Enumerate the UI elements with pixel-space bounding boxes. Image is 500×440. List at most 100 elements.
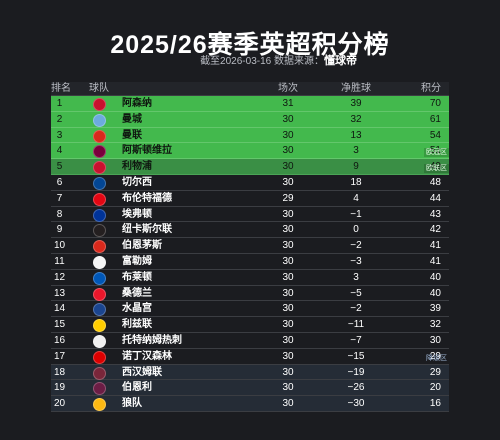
rank-cell: 8 [56, 208, 63, 220]
points-cell: 20 [429, 382, 441, 394]
team-name: 埃弗顿 [122, 208, 152, 220]
played-cell: 30 [282, 161, 294, 173]
team-name: 布莱顿 [122, 271, 152, 283]
goal-difference-cell: 0 [353, 224, 359, 236]
header-played: 场次 [278, 83, 298, 94]
team-name: 富勒姆 [122, 255, 152, 267]
team-name: 切尔西 [122, 176, 152, 188]
team-name: 纽卡斯尔联 [122, 224, 172, 236]
goal-difference-cell: −15 [347, 350, 365, 362]
rank-cell: 15 [53, 319, 66, 331]
points-cell: 16 [429, 398, 441, 410]
zone-label-uel: 欧联区 [424, 163, 449, 173]
table-row: 16 托特纳姆热刺 30 −7 30 [51, 333, 449, 349]
goal-difference-cell: 3 [353, 271, 359, 283]
played-cell: 30 [282, 350, 294, 362]
goal-difference-cell: 39 [350, 98, 362, 109]
team-crest-icon [93, 287, 106, 301]
points-cell: 48 [429, 176, 441, 188]
played-cell: 30 [282, 334, 294, 346]
team-name: 狼队 [122, 398, 142, 410]
team-crest-icon [93, 224, 106, 238]
goal-difference-cell: 9 [353, 161, 359, 173]
team-name: 诺丁汉森林 [122, 350, 172, 362]
goal-difference-cell: 3 [353, 145, 359, 157]
team-crest-icon [93, 271, 106, 285]
points-cell: 43 [429, 208, 441, 220]
rank-cell: 18 [53, 366, 66, 378]
played-cell: 30 [282, 366, 294, 378]
rank-cell: 19 [53, 382, 66, 394]
team-crest-icon [93, 192, 106, 206]
table-header: 排名 球队 场次 净胜球 积分 [51, 82, 449, 96]
table-row: 1 阿森纳 31 39 70 [51, 96, 449, 112]
rank-cell: 4 [56, 145, 63, 157]
page-title: 2025/26赛季英超积分榜 [110, 31, 390, 59]
rank-cell: 10 [53, 240, 66, 252]
table-row: 12 布莱顿 30 3 40 [51, 270, 449, 286]
zone-label-relegation: 降级区 [426, 354, 447, 362]
points-cell: 54 [429, 129, 441, 141]
team-crest-icon [93, 350, 106, 364]
team-crest-icon [93, 398, 106, 412]
team-name: 利物浦 [122, 161, 152, 173]
team-crest-icon [93, 255, 106, 269]
played-cell: 30 [282, 303, 294, 315]
header-points: 积分 [421, 83, 441, 94]
played-cell: 30 [282, 240, 294, 252]
table-row: 2 曼城 30 32 61 [51, 111, 449, 128]
team-crest-icon [93, 161, 106, 175]
goal-difference-cell: 4 [353, 192, 359, 204]
team-crest-icon [93, 113, 106, 127]
rank-cell: 6 [56, 176, 63, 188]
played-cell: 30 [282, 382, 294, 394]
team-crest-icon [93, 145, 106, 159]
data-source-note: 截至2026-03-16 数据来源：懂球帝 [200, 55, 357, 68]
points-cell: 44 [429, 192, 441, 204]
team-crest-icon [93, 366, 106, 380]
points-cell: 70 [429, 98, 441, 109]
points-cell: 30 [429, 334, 441, 346]
team-name: 阿森纳 [122, 98, 152, 109]
points-cell: 51 [429, 145, 441, 157]
team-name: 曼城 [122, 113, 142, 125]
header-rank: 排名 [51, 83, 71, 94]
standings-table: 排名 球队 场次 净胜球 积分 1 阿森纳 31 39 70 2 曼城 30 32 61 3 曼联 30… [51, 82, 449, 412]
team-crest-icon [93, 129, 106, 143]
rank-cell: 3 [56, 129, 63, 141]
team-name: 桑德兰 [122, 287, 152, 299]
rank-cell: 16 [53, 334, 66, 346]
played-cell: 30 [282, 113, 294, 125]
played-cell: 30 [282, 287, 294, 299]
points-cell: 61 [429, 113, 441, 125]
points-cell: 41 [429, 240, 441, 252]
table-row: 3 曼联 30 13 54 [51, 127, 449, 144]
team-crest-icon [93, 240, 106, 254]
table-row: 9 纽卡斯尔联 30 0 42 [51, 222, 449, 239]
rank-cell: 12 [53, 271, 66, 283]
goal-difference-cell: −7 [350, 334, 362, 346]
update-date-text: 截至2026-03-16 数据来源： [200, 56, 324, 67]
team-crest-icon [93, 208, 106, 222]
table-row: 18 西汉姆联 30 −19 29 [51, 364, 449, 381]
header-team: 球队 [89, 83, 109, 94]
played-cell: 30 [282, 224, 294, 236]
table-row: 17 诺丁汉森林 30 −15 29 降级区 [51, 349, 449, 365]
played-cell: 31 [282, 98, 294, 109]
header-goal-difference: 净胜球 [341, 83, 371, 94]
table-row: 7 布伦特福德 29 4 44 [51, 191, 449, 207]
table-row: 14 水晶宫 30 −2 39 [51, 301, 449, 318]
played-cell: 29 [282, 192, 294, 204]
rank-cell: 7 [56, 192, 63, 204]
rank-cell: 9 [56, 224, 63, 236]
goal-difference-cell: 18 [350, 176, 362, 188]
table-row: 4 阿斯顿维拉 30 3 51 欧冠区 [51, 143, 449, 160]
points-cell: 40 [429, 287, 441, 299]
team-crest-icon [93, 176, 106, 190]
goal-difference-cell: −2 [350, 303, 362, 315]
played-cell: 30 [282, 319, 294, 331]
table-row: 19 伯恩利 30 −26 20 [51, 380, 449, 397]
table-row: 5 利物浦 30 9 49 欧联区 [51, 159, 449, 175]
team-crest-icon [93, 303, 106, 317]
team-name: 利兹联 [122, 319, 152, 331]
